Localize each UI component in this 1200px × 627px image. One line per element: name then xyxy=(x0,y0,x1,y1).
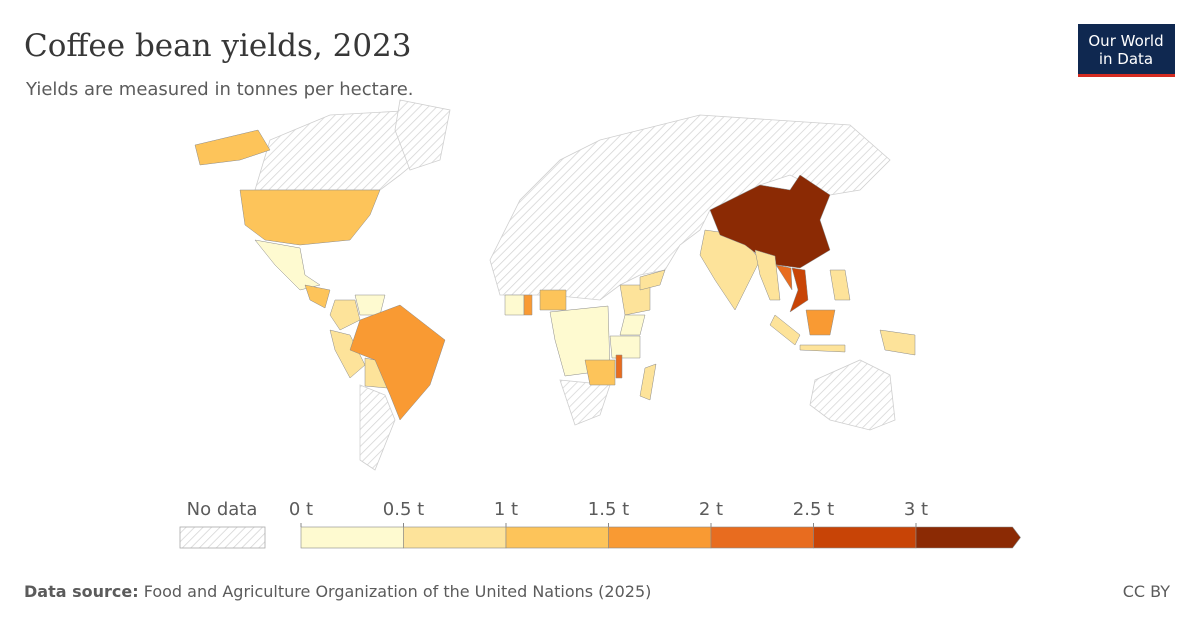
countries xyxy=(194,129,916,421)
source-text: Food and Agriculture Organization of the… xyxy=(144,582,652,601)
legend-bin xyxy=(608,526,712,549)
legend-tick-label: 2.5 t xyxy=(793,499,834,520)
logo-text: in Data xyxy=(1099,50,1153,68)
legend-bin xyxy=(813,526,917,549)
legend-tick-label: 2 t xyxy=(699,499,723,520)
subtitle: Yields are measured in tonnes per hectar… xyxy=(25,79,414,100)
source-label: Data source: xyxy=(24,582,139,601)
source: Data source: Food and Agriculture Organi… xyxy=(24,582,651,601)
legend-tick-label: 1 t xyxy=(494,499,518,520)
logo-bar xyxy=(1078,74,1175,77)
logo-box xyxy=(1078,24,1175,74)
legend-bin xyxy=(710,526,814,549)
legend-bin xyxy=(300,526,404,549)
legend-tick-label: 0.5 t xyxy=(383,499,424,520)
title: Coffee bean yields, 2023 xyxy=(24,28,412,64)
logo-text: Our World xyxy=(1088,32,1163,50)
no-data-swatch xyxy=(179,526,266,549)
license: CC BY xyxy=(1123,582,1171,601)
legend-bin xyxy=(403,526,507,549)
legend-bin xyxy=(505,526,609,549)
no-data-label: No data xyxy=(187,499,258,520)
legend-tick-label: 3 t xyxy=(904,499,928,520)
legend-bin xyxy=(915,526,1021,549)
no-data-land xyxy=(254,99,896,471)
logo: Our World in Data xyxy=(1078,24,1175,77)
legend-tick-label: 0 t xyxy=(289,499,313,520)
legend: No data 0 t 0.5 t 1 t 1.5 t 2 t 2.5 t 3 t xyxy=(179,499,1021,549)
legend-tick-label: 1.5 t xyxy=(588,499,629,520)
